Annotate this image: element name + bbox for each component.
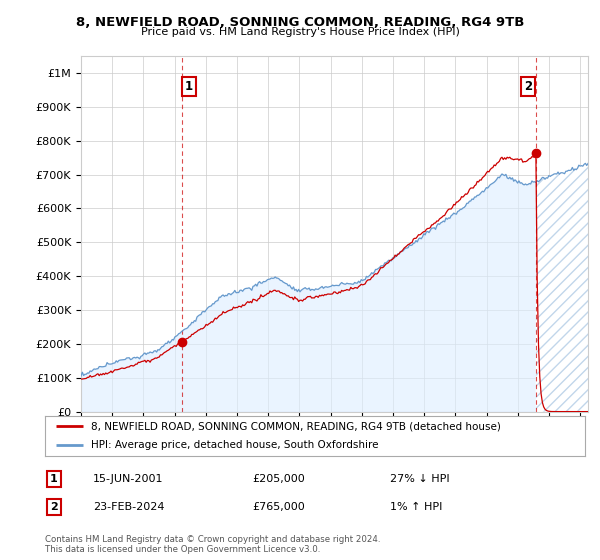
Text: 8, NEWFIELD ROAD, SONNING COMMON, READING, RG4 9TB: 8, NEWFIELD ROAD, SONNING COMMON, READIN… <box>76 16 524 29</box>
Text: 23-FEB-2024: 23-FEB-2024 <box>93 502 164 512</box>
Text: 1: 1 <box>50 474 58 484</box>
Text: 2: 2 <box>50 502 58 512</box>
Text: Price paid vs. HM Land Registry's House Price Index (HPI): Price paid vs. HM Land Registry's House … <box>140 27 460 37</box>
Text: 27% ↓ HPI: 27% ↓ HPI <box>390 474 449 484</box>
Text: HPI: Average price, detached house, South Oxfordshire: HPI: Average price, detached house, Sout… <box>91 440 379 450</box>
Text: Contains HM Land Registry data © Crown copyright and database right 2024.
This d: Contains HM Land Registry data © Crown c… <box>45 535 380 554</box>
Text: £205,000: £205,000 <box>252 474 305 484</box>
Text: 2: 2 <box>524 80 532 93</box>
Text: £765,000: £765,000 <box>252 502 305 512</box>
Text: 15-JUN-2001: 15-JUN-2001 <box>93 474 163 484</box>
Text: 1: 1 <box>185 80 193 93</box>
Text: 1% ↑ HPI: 1% ↑ HPI <box>390 502 442 512</box>
Text: 8, NEWFIELD ROAD, SONNING COMMON, READING, RG4 9TB (detached house): 8, NEWFIELD ROAD, SONNING COMMON, READIN… <box>91 421 501 431</box>
